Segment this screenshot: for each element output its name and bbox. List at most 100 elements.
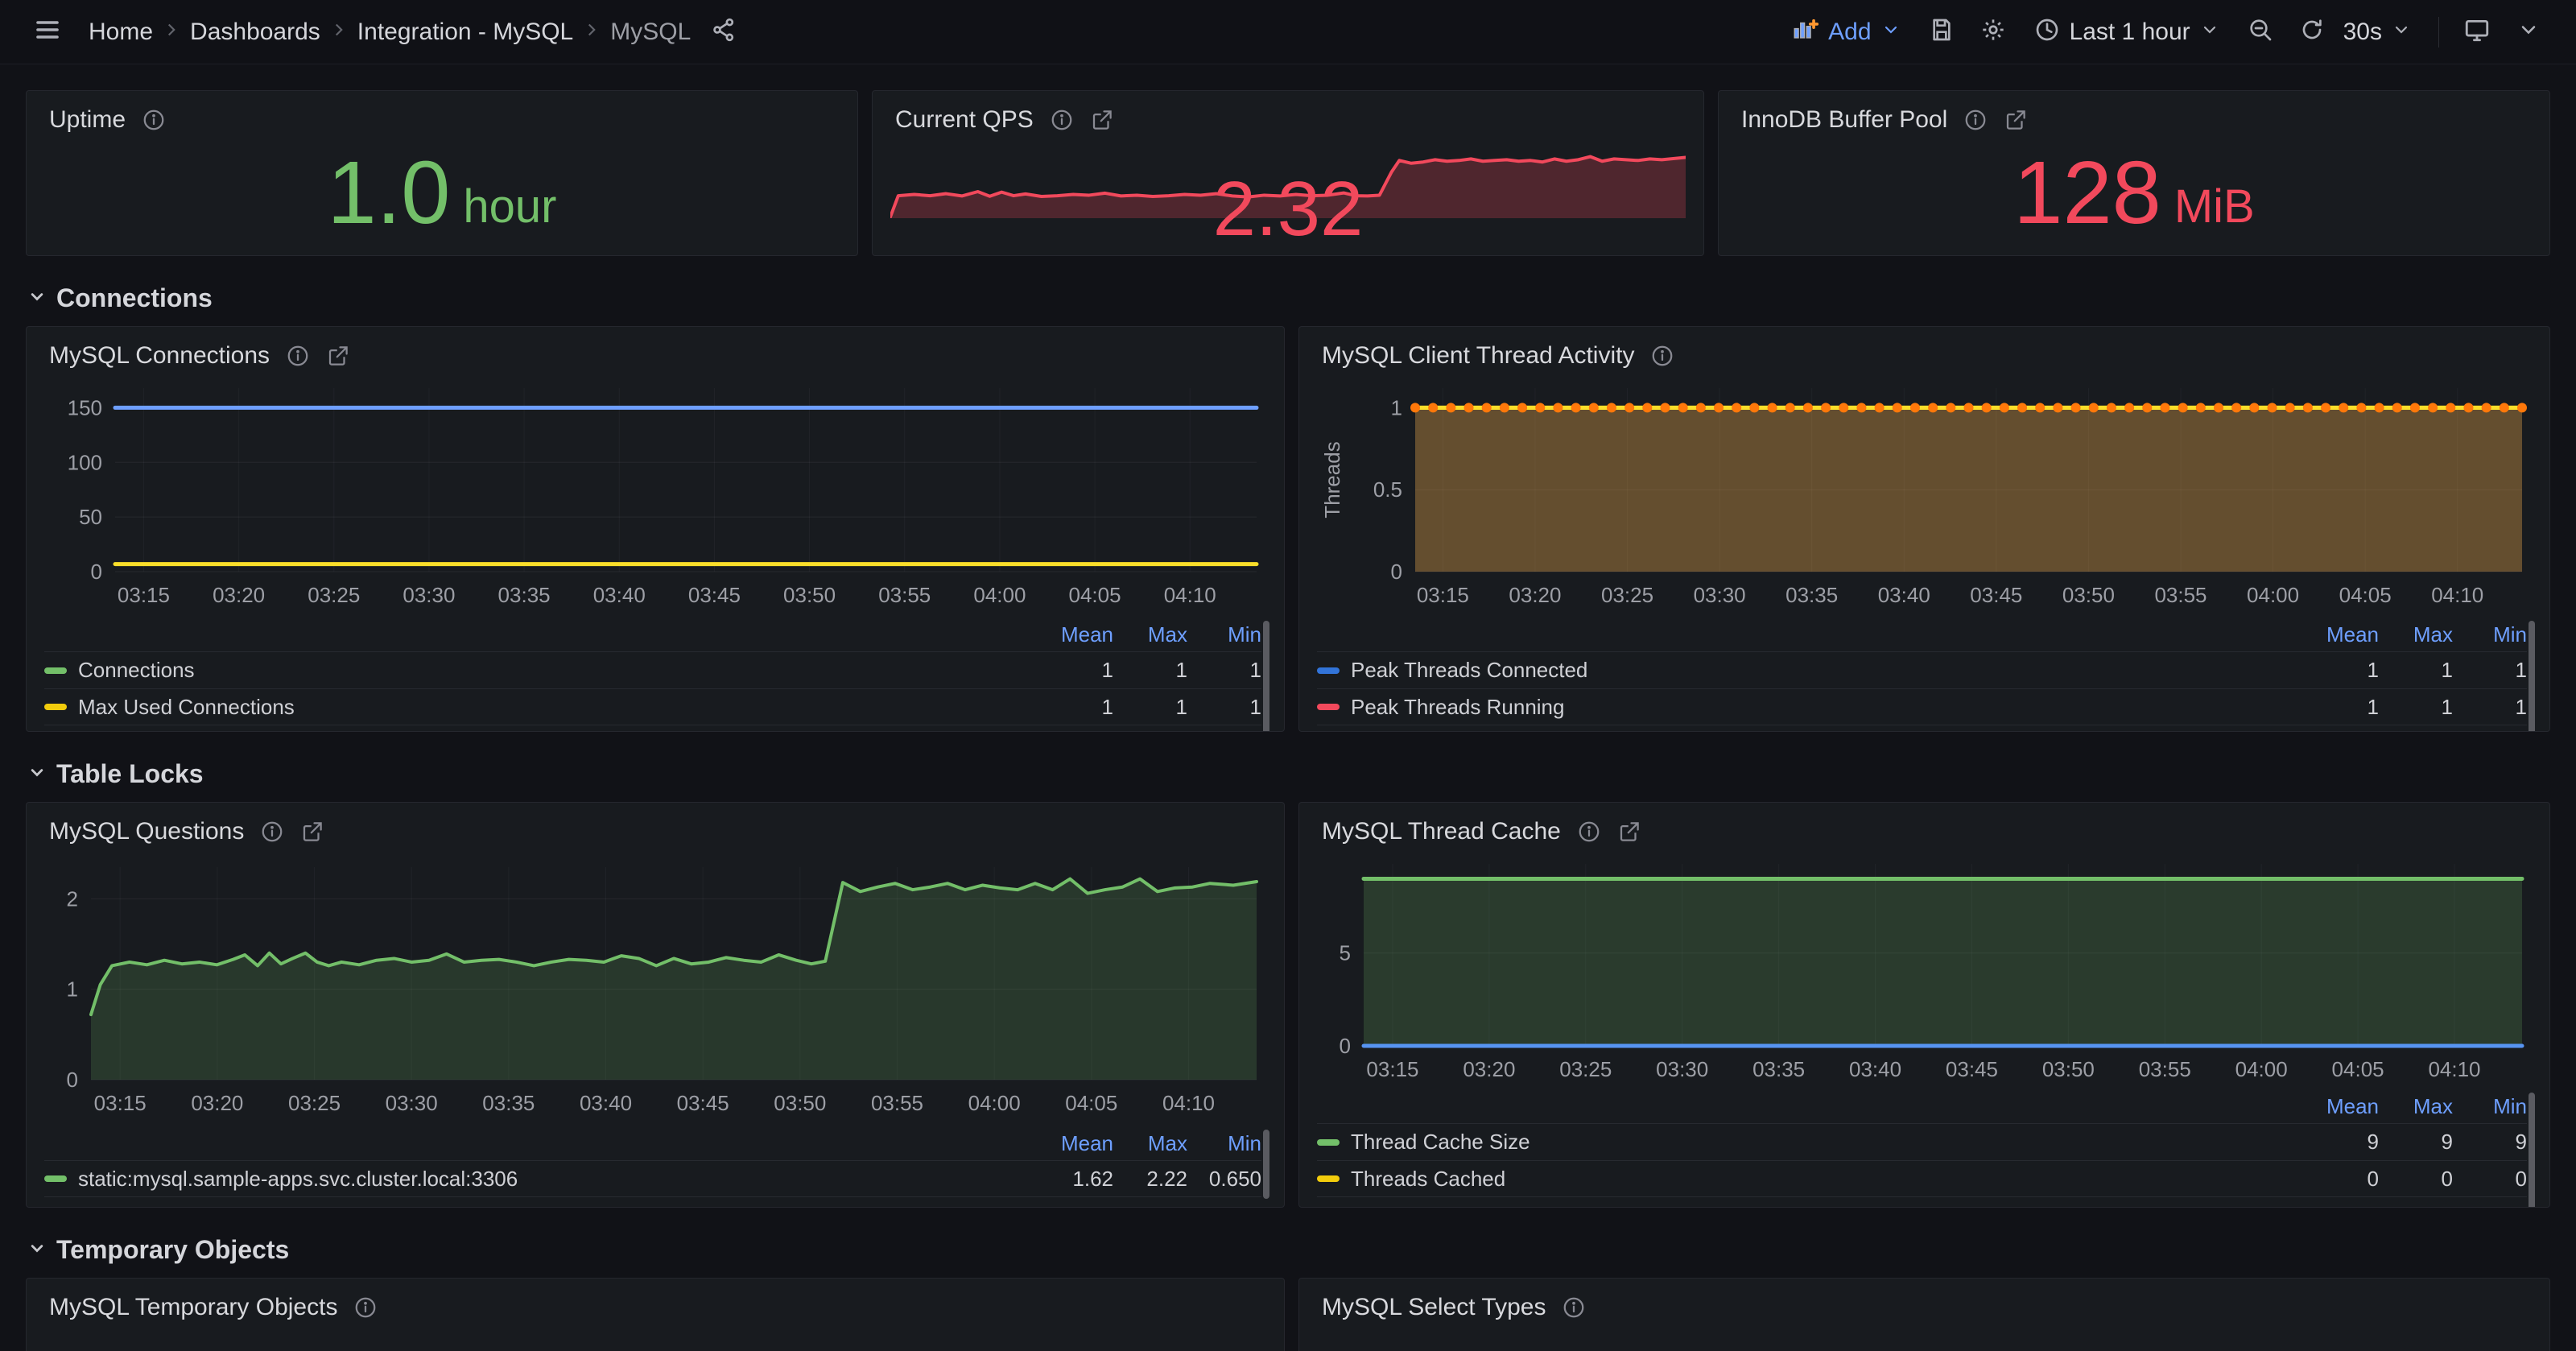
legend-series-label[interactable]: Peak Threads Connected <box>1351 658 1588 682</box>
stat-panel-row: Uptime 1.0 hour Current QPS 2.32 <box>26 90 2550 256</box>
breadcrumb-integration-mysql[interactable]: Integration - MySQL <box>357 18 574 45</box>
external-link-icon[interactable] <box>1090 108 1114 132</box>
panel-mysql-connections: MySQL Connections 0 50 100 150 03:15 03:20 03:… <box>26 326 1285 732</box>
breadcrumb-mysql-current[interactable]: MySQL <box>610 18 691 45</box>
external-link-icon[interactable] <box>2004 108 2028 132</box>
legend: Mean Max Min static:mysql.sample-apps.svc.c… <box>44 1126 1269 1199</box>
toolbar-overflow-button[interactable] <box>2507 10 2550 54</box>
info-icon[interactable] <box>260 820 284 844</box>
legend-column-max[interactable]: Max <box>2413 622 2453 647</box>
info-icon[interactable] <box>286 344 310 368</box>
time-range-picker[interactable]: Last 1 hour <box>2023 10 2231 54</box>
uptime-value: 1.0 <box>327 143 451 242</box>
legend-series-label[interactable]: Thread Cache Size <box>1351 1130 1530 1154</box>
dashboard-settings-button[interactable] <box>1971 10 2015 54</box>
info-icon[interactable] <box>1963 108 1988 132</box>
legend-scrollbar[interactable] <box>1263 621 1269 731</box>
hamburger-icon <box>33 15 62 48</box>
refresh-button[interactable] <box>2290 10 2334 54</box>
legend-series-label[interactable]: Peak Threads Running <box>1351 694 1565 719</box>
legend-series-label[interactable]: static:mysql.sample-apps.svc.cluster.loc… <box>78 1166 518 1191</box>
legend-value: 1 <box>2515 694 2527 719</box>
info-icon[interactable] <box>1050 108 1074 132</box>
panel-title[interactable]: MySQL Questions <box>49 818 245 845</box>
share-dashboard-button[interactable] <box>702 10 745 54</box>
legend-column-mean[interactable]: Mean <box>2326 622 2379 647</box>
section-header-connections[interactable]: Connections <box>26 283 2550 313</box>
panel-title[interactable]: MySQL Client Thread Activity <box>1322 342 1635 369</box>
mysql-questions-chart[interactable]: 0 1 2 03:15 03:20 03:25 03:30 03:35 03:40 03:45 03… <box>44 853 1266 1122</box>
panel-title[interactable]: MySQL Temporary Objects <box>49 1294 338 1320</box>
svg-text:150: 150 <box>68 395 102 419</box>
svg-text:03:50: 03:50 <box>2062 583 2115 607</box>
svg-text:04:10: 04:10 <box>2428 1057 2480 1081</box>
info-icon[interactable] <box>1562 1295 1586 1320</box>
refresh-interval-picker[interactable]: 30s <box>2342 10 2422 54</box>
legend-column-min[interactable]: Min <box>1228 622 1261 647</box>
legend-column-max[interactable]: Max <box>2413 1093 2453 1118</box>
section-header-temporary-objects[interactable]: Temporary Objects <box>26 1235 2550 1265</box>
svg-text:03:40: 03:40 <box>593 583 646 607</box>
panel-title[interactable]: MySQL Connections <box>49 342 270 369</box>
chevron-down-icon <box>1881 20 1901 43</box>
zoom-out-icon <box>2248 17 2273 47</box>
chevron-right-icon <box>328 19 349 44</box>
svg-text:03:15: 03:15 <box>1366 1057 1418 1081</box>
mysql-client-thread-activity-chart[interactable]: 0 0.5 1 03:15 03:20 03:25 03:30 03:35 03:40 03:45… <box>1317 377 2532 618</box>
info-icon[interactable] <box>142 108 166 132</box>
info-icon[interactable] <box>353 1295 378 1320</box>
external-link-icon[interactable] <box>326 344 350 368</box>
menu-toggle-button[interactable] <box>26 10 69 54</box>
info-icon[interactable] <box>1650 344 1674 368</box>
add-button[interactable]: Add <box>1780 10 1911 54</box>
external-link-icon[interactable] <box>1617 820 1641 844</box>
mysql-thread-cache-chart[interactable]: 0 5 03:15 03:20 03:25 03:30 03:35 03:40 03:45 03:… <box>1317 853 2532 1088</box>
svg-text:04:00: 04:00 <box>968 1091 1021 1115</box>
legend-scrollbar[interactable] <box>1263 1130 1269 1199</box>
legend-swatch <box>1317 1138 1340 1146</box>
legend-scrollbar[interactable] <box>2529 621 2535 731</box>
legend-scrollbar[interactable] <box>2529 1093 2535 1207</box>
legend-column-min[interactable]: Min <box>2493 1093 2527 1118</box>
panel-title[interactable]: InnoDB Buffer Pool <box>1741 106 1948 133</box>
refresh-icon <box>2299 17 2325 47</box>
svg-text:100: 100 <box>68 450 102 474</box>
tv-kiosk-mode-button[interactable] <box>2455 10 2499 54</box>
panel-title[interactable]: Uptime <box>49 106 126 133</box>
svg-text:03:15: 03:15 <box>1417 583 1469 607</box>
zoom-out-time-button[interactable] <box>2239 10 2282 54</box>
legend-column-min[interactable]: Min <box>2493 622 2527 647</box>
legend-value: 9 <box>2441 1130 2453 1154</box>
breadcrumb-dashboards[interactable]: Dashboards <box>190 18 320 45</box>
connections-panel-row: MySQL Connections 0 50 100 150 03:15 03:20 03:… <box>26 326 2550 732</box>
legend-column-min[interactable]: Min <box>1228 1130 1261 1155</box>
legend-series-label[interactable]: Max Used Connections <box>78 694 295 719</box>
legend-column-mean[interactable]: Mean <box>2326 1093 2379 1118</box>
info-icon[interactable] <box>1577 820 1601 844</box>
section-header-table-locks[interactable]: Table Locks <box>26 759 2550 789</box>
legend-column-max[interactable]: Max <box>1147 1130 1187 1155</box>
chevron-down-icon <box>26 1237 48 1263</box>
save-dashboard-button[interactable] <box>1920 10 1963 54</box>
legend-column-max[interactable]: Max <box>1147 622 1187 647</box>
legend-column-mean[interactable]: Mean <box>1060 622 1113 647</box>
section-title: Connections <box>56 283 213 312</box>
legend-swatch <box>44 667 67 674</box>
panel-title[interactable]: Current QPS <box>895 106 1034 133</box>
panel-title[interactable]: MySQL Thread Cache <box>1322 818 1561 845</box>
mysql-connections-chart[interactable]: 0 50 100 150 03:15 03:20 03:25 03:30 03:35 03:40 0… <box>44 377 1266 618</box>
clock-icon <box>2034 17 2060 47</box>
legend-swatch <box>1317 667 1340 674</box>
legend-series-label[interactable]: Threads Cached <box>1351 1166 1506 1191</box>
uptime-unit: hour <box>463 180 557 233</box>
legend-column-mean[interactable]: Mean <box>1060 1130 1113 1155</box>
legend-value: 1 <box>2441 658 2453 682</box>
gear-icon <box>1980 17 2006 47</box>
add-button-label: Add <box>1828 18 1872 45</box>
svg-text:04:05: 04:05 <box>2332 1057 2384 1081</box>
breadcrumb-home[interactable]: Home <box>89 18 154 45</box>
external-link-icon[interactable] <box>300 820 324 844</box>
panel-title[interactable]: MySQL Select Types <box>1322 1294 1546 1320</box>
legend-series-label[interactable]: Connections <box>78 658 195 682</box>
qps-sparkline-chart[interactable] <box>889 141 1687 219</box>
